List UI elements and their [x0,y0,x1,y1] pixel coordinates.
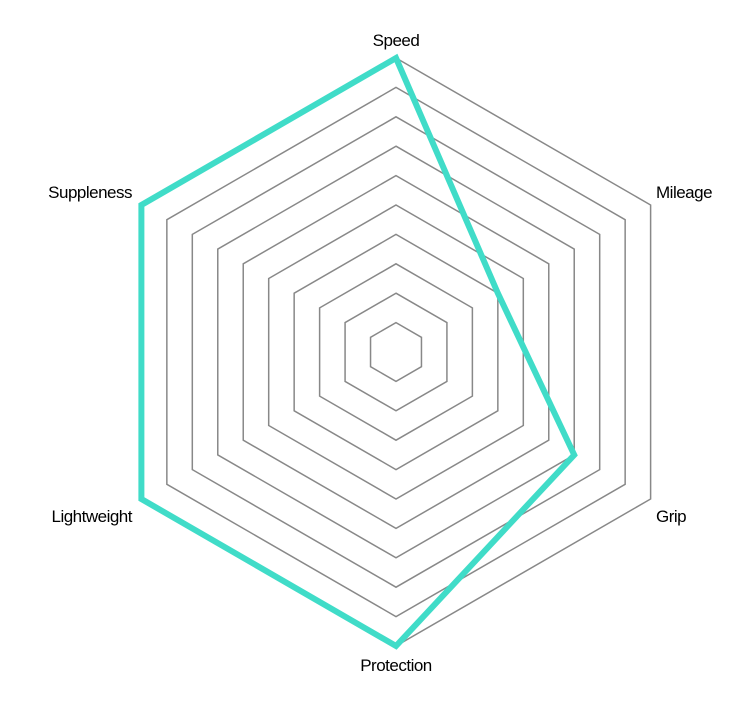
axis-labels: Speed Mileage Grip Protection Lightweight Sup… [48,31,712,675]
grid-ring [318,262,474,442]
grid-ring [191,115,601,589]
axis-label-mileage: Mileage [656,183,712,202]
series-polygon [138,53,578,650]
radar-grid [140,57,652,647]
grid-ring [217,145,575,559]
grid-ring [344,292,448,412]
radar-series [138,53,578,650]
axis-label-lightweight: Lightweight [51,507,132,526]
grid-ring [166,86,626,618]
grid-ring [267,204,525,500]
grid-ring [293,233,499,471]
grid-ring [369,321,423,383]
grid-ring [242,174,550,530]
axis-label-protection: Protection [360,656,432,675]
axis-label-speed: Speed [373,31,420,50]
axis-label-suppleness: Suppleness [48,183,132,202]
axis-label-grip: Grip [656,507,686,526]
